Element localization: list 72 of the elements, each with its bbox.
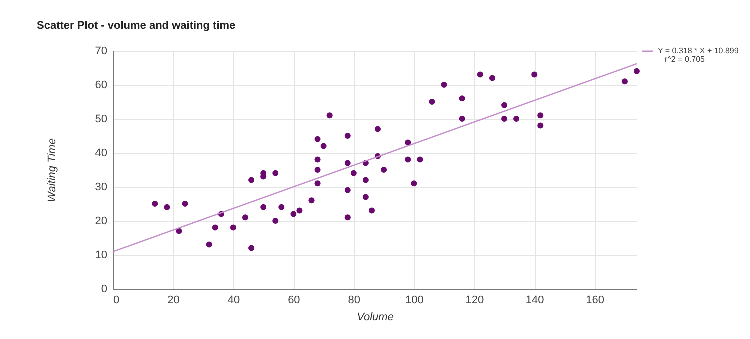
point xyxy=(501,116,508,122)
point xyxy=(182,201,188,207)
point xyxy=(272,218,279,224)
point xyxy=(477,72,484,78)
point xyxy=(314,167,321,173)
point xyxy=(362,177,369,184)
point xyxy=(320,143,327,150)
y-axis-title: Waiting Time xyxy=(46,138,58,202)
point xyxy=(417,156,424,163)
point xyxy=(514,116,520,122)
x-tick-label: 60 xyxy=(288,294,300,306)
text: r^2 = 0.705 xyxy=(665,55,706,64)
point xyxy=(538,112,544,119)
point xyxy=(538,122,544,129)
y-tick-label: 40 xyxy=(95,148,108,160)
point xyxy=(459,116,466,122)
point xyxy=(296,208,303,214)
point xyxy=(248,177,255,184)
point xyxy=(344,133,351,139)
point xyxy=(405,156,412,163)
point xyxy=(489,75,496,82)
point xyxy=(381,167,388,173)
point xyxy=(501,102,508,108)
y-tick-label: 70 xyxy=(95,46,108,58)
point xyxy=(429,99,436,105)
point xyxy=(375,126,382,132)
y-tick-label: 10 xyxy=(95,250,108,262)
point xyxy=(344,160,351,166)
point xyxy=(441,82,448,88)
point xyxy=(314,180,321,187)
x-tick-label: 120 xyxy=(466,294,484,306)
point xyxy=(242,214,249,221)
x-tick-label: 160 xyxy=(586,294,605,306)
point xyxy=(260,204,267,210)
point xyxy=(362,194,369,200)
y-tick-label: 0 xyxy=(101,284,108,296)
x-axis-title: Volume xyxy=(357,312,394,324)
x-tick-label: 0 xyxy=(114,294,120,306)
point xyxy=(622,78,628,85)
chart-title: Scatter Plot - volume and waiting time xyxy=(37,20,236,32)
y-tick-label: 60 xyxy=(95,80,108,92)
legend-label: Y = 0.318 * X + 10.899 xyxy=(658,46,740,56)
point xyxy=(278,204,285,210)
point xyxy=(290,211,297,218)
y-tick-label: 50 xyxy=(95,114,108,126)
point xyxy=(532,72,538,78)
point xyxy=(230,224,236,231)
point xyxy=(344,214,351,221)
x-tick-label: 100 xyxy=(405,294,424,306)
y-tick-label: 20 xyxy=(95,216,108,228)
point xyxy=(405,140,412,146)
point xyxy=(152,201,158,207)
point xyxy=(350,170,357,176)
point xyxy=(164,204,170,210)
point xyxy=(368,208,375,214)
x-tick-label: 140 xyxy=(526,294,544,306)
point xyxy=(344,187,351,194)
point xyxy=(634,68,640,74)
point xyxy=(459,96,466,102)
point xyxy=(411,180,418,187)
x-tick-label: 80 xyxy=(348,294,361,306)
point xyxy=(314,156,321,163)
y-tick-label: 30 xyxy=(95,182,108,194)
point xyxy=(212,224,218,231)
point xyxy=(308,198,315,204)
point xyxy=(314,136,321,142)
point xyxy=(272,170,279,176)
point xyxy=(248,245,255,252)
point xyxy=(326,112,333,119)
point xyxy=(206,242,212,248)
x-tick-label: 40 xyxy=(228,294,240,306)
x-tick-label: 20 xyxy=(168,294,180,306)
